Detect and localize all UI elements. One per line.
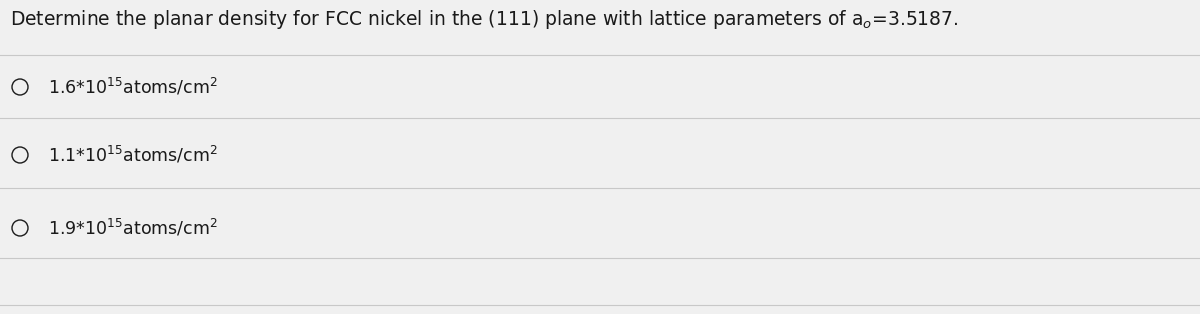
Text: 1.9*10$^{15}$atoms/cm$^2$: 1.9*10$^{15}$atoms/cm$^2$ bbox=[48, 218, 217, 239]
Text: 1.1*10$^{15}$atoms/cm$^2$: 1.1*10$^{15}$atoms/cm$^2$ bbox=[48, 144, 217, 165]
Text: 1.6*10$^{15}$atoms/cm$^2$: 1.6*10$^{15}$atoms/cm$^2$ bbox=[48, 76, 217, 98]
Text: Determine the planar density for FCC nickel in the (111) plane with lattice para: Determine the planar density for FCC nic… bbox=[10, 8, 959, 31]
